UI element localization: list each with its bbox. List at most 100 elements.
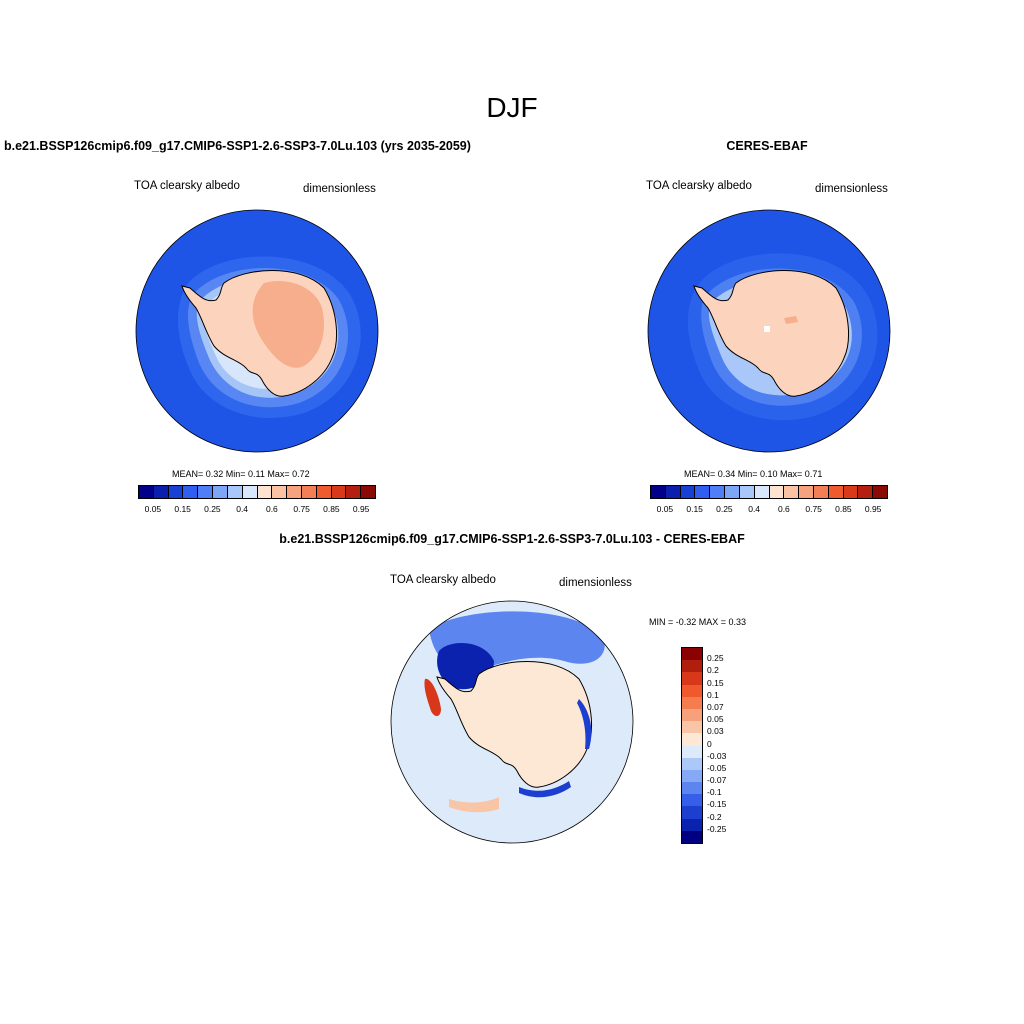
diff-colorbar-cell (682, 660, 702, 673)
obs-colorbar-cell (784, 486, 800, 498)
case-stats: MEAN= 0.32 Min= 0.11 Max= 0.72 (172, 469, 310, 479)
case-polar-map (135, 209, 379, 453)
case-colorbar-cell (139, 486, 154, 498)
case-colorbar-cell (272, 486, 288, 498)
obs-colorbar-cell (813, 486, 829, 498)
diff-colorbar-cell (682, 818, 702, 831)
diff-colorbar-tick-label: 0.15 (707, 677, 724, 688)
obs-colorbar-cell (680, 486, 696, 498)
diff-colorbar-cell (682, 806, 702, 819)
diff-colorbar-tick-label: -0.07 (707, 775, 727, 786)
case-colorbar-tick-label: 0.4 (236, 504, 249, 514)
case-colorbar-cell (227, 486, 243, 498)
case-colorbar-ticks: 0.05 0.15 0.25 0.4 0.6 0.75 0.85 0.95 (138, 504, 376, 516)
diff-colorbar-tick-label: 0.1 (707, 689, 719, 700)
coastal-negative-strip (519, 781, 571, 798)
diff-polar-map (390, 600, 634, 844)
diff-colorbar-cell (682, 684, 702, 697)
case-colorbar-cell (287, 486, 302, 498)
case-colorbar-tick-label: 0.05 (144, 504, 162, 514)
diff-colorbar-cell (682, 794, 702, 807)
obs-colorbar-tick-label: 0.6 (777, 504, 790, 514)
antarctica-landmass (693, 270, 849, 397)
missing-data-patch (764, 326, 770, 332)
obs-colorbar-cell (710, 486, 726, 498)
case-variable-label: TOA clearsky albedo (134, 180, 240, 192)
map-boundary (647, 209, 891, 453)
diff-colorbar-tick-label: -0.25 (707, 823, 727, 834)
diff-colorbar-cell (682, 769, 702, 783)
diff-minmax: MIN = -0.32 MAX = 0.33 (649, 617, 747, 627)
obs-colorbar-tick-label: 0.75 (805, 504, 822, 514)
obs-colorbar-cell (665, 486, 681, 498)
diff-colorbar-cell (682, 708, 702, 722)
diff-colorbar-cell (682, 648, 702, 661)
obs-colorbar-cell (858, 486, 874, 498)
diff-colorbar-cell (682, 782, 702, 795)
map-boundary (135, 209, 379, 453)
obs-colorbar-tick-label: 0.25 (716, 504, 733, 514)
obs-colorbar (650, 485, 888, 499)
diff-colorbar-tick-label: -0.05 (707, 762, 727, 773)
interior-high-albedo-region (252, 280, 324, 368)
obs-colorbar-tick-label: 0.4 (748, 504, 761, 514)
case-colorbar-cell (153, 486, 169, 498)
case-colorbar-cell (257, 486, 273, 498)
diff-colorbar-tick-label: 0.07 (707, 701, 724, 712)
case-colorbar-cell (301, 486, 317, 498)
case-colorbar-cell (346, 486, 362, 498)
obs-colorbar-tick-label: 0.15 (686, 504, 703, 514)
diff-colorbar-tick-label: -0.2 (707, 811, 722, 822)
obs-colorbar-tick-label: 0.05 (656, 504, 674, 514)
case-colorbar-tick-label: 0.25 (204, 504, 221, 514)
diff-colorbar-tick-label: 0.05 (707, 714, 724, 725)
case-colorbar-tick-label: 0.75 (293, 504, 310, 514)
diff-variable-label: TOA clearsky albedo (390, 574, 496, 586)
obs-colorbar-cell (799, 486, 814, 498)
case-colorbar-cell (183, 486, 199, 498)
diff-colorbar-cell (682, 672, 702, 685)
obs-colorbar-cell (769, 486, 785, 498)
case-colorbar-cell (361, 486, 375, 498)
diff-colorbar-tick-label: 0.2 (707, 665, 719, 676)
case-colorbar-tick-label: 0.6 (265, 504, 278, 514)
diff-colorbar-cell (682, 745, 702, 758)
case-units-label: dimensionless (303, 183, 376, 195)
diff-colorbar-tick-label: -0.15 (707, 799, 727, 810)
case-colorbar-tick-label: 0.85 (323, 504, 340, 514)
diff-panel-title: b.e21.BSSP126cmip6.f09_g17.CMIP6-SSP1-2.… (279, 532, 745, 546)
interior-high-albedo-patch (784, 316, 798, 324)
case-colorbar-cell (198, 486, 214, 498)
obs-polar-map (647, 209, 891, 453)
diff-colorbar-cell (682, 696, 702, 709)
diff-colorbar-tick-label: -0.03 (707, 750, 727, 761)
diff-units-label: dimensionless (559, 577, 632, 589)
antarctica-landmass (436, 661, 592, 788)
obs-colorbar-cell (739, 486, 755, 498)
map-boundary (390, 600, 634, 844)
obs-colorbar-cell (873, 486, 887, 498)
diff-colorbar-tick-label: -0.1 (707, 787, 722, 798)
obs-colorbar-cell (695, 486, 711, 498)
diff-colorbar-cell (682, 757, 702, 770)
case-colorbar-cell (331, 486, 347, 498)
diff-colorbar-tick-label: 0.03 (707, 726, 724, 737)
case-panel-title: b.e21.BSSP126cmip6.f09_g17.CMIP6-SSP1-2.… (4, 139, 471, 153)
diff-colorbar-ticks: 0.25 0.2 0.15 0.1 0.07 0.05 0.03 0 -0.03 -0.05 -0.… (707, 647, 747, 842)
case-colorbar-cell (213, 486, 228, 498)
case-colorbar-cell (242, 486, 258, 498)
obs-colorbar-tick-label: 0.85 (835, 504, 852, 514)
obs-variable-label: TOA clearsky albedo (646, 180, 752, 192)
diff-colorbar-cell (682, 733, 702, 746)
case-colorbar-cell (168, 486, 184, 498)
obs-colorbar-cell (828, 486, 844, 498)
obs-panel-title: CERES-EBAF (726, 139, 808, 153)
diff-colorbar-cell (682, 721, 702, 734)
obs-colorbar-cell (754, 486, 770, 498)
season-title: DJF (486, 92, 538, 123)
obs-stats: MEAN= 0.34 Min= 0.10 Max= 0.71 (684, 469, 823, 479)
obs-colorbar-cell (651, 486, 666, 498)
diff-colorbar-tick-label: 0 (707, 738, 712, 749)
diff-colorbar (681, 647, 703, 844)
case-colorbar-tick-label: 0.15 (174, 504, 191, 514)
